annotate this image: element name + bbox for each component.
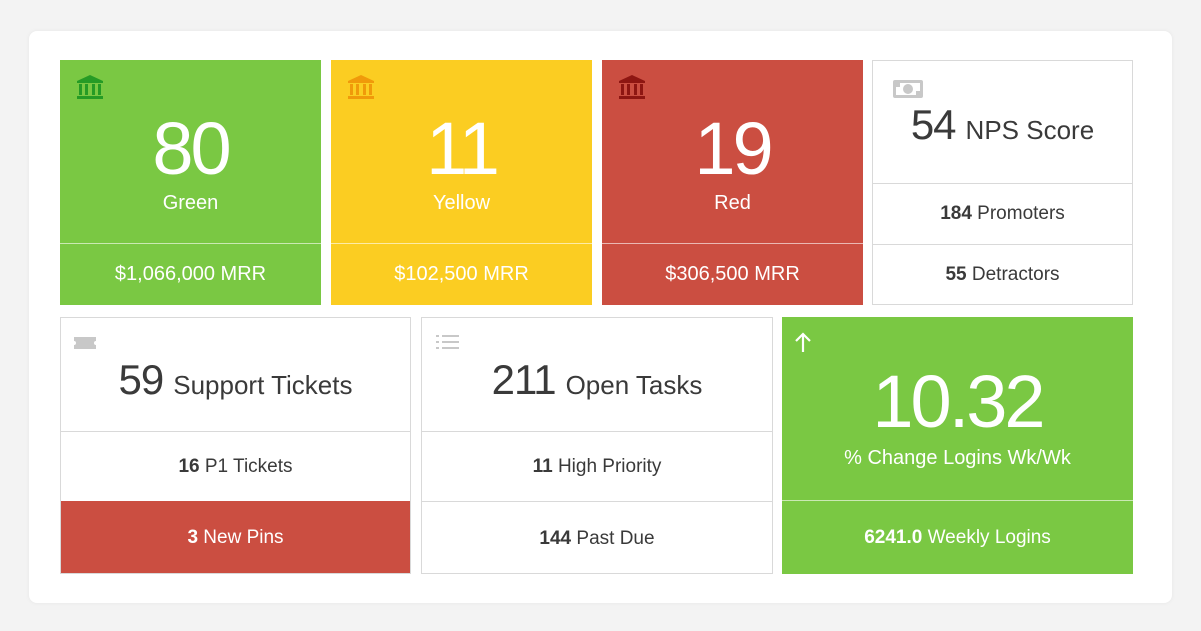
nps-detractors-value: 55 [945,264,967,285]
support-new-pins: 3 New Pins [187,527,283,549]
support-card[interactable]: 59 Support Tickets 16 P1 Tickets 3 New P… [60,317,411,574]
logins-change-label: % Change Logins Wk/Wk [844,447,1071,469]
health-red-count: 19 [694,107,773,190]
money-icon [893,80,923,98]
tasks-past-due: 144 Past Due [539,528,654,550]
bank-icon [77,75,103,99]
health-green-count: 80 [152,107,231,190]
health-green-mrr: $1,066,000 MRR [114,263,267,285]
support-p1-value: 16 [178,455,200,477]
tasks-past-label: Past Due [576,527,655,549]
tasks-card[interactable]: 211 Open Tasks 11 High Priority 144 Past… [421,317,773,574]
health-card-yellow[interactable]: 11 Yellow $102,500 MRR [331,60,592,305]
ticket-icon [74,337,96,349]
health-card-green[interactable]: 80 Green $1,066,000 MRR [60,60,321,305]
list-icon [436,335,459,349]
nps-detractors-label: Detractors [971,264,1060,285]
support-p1-label: P1 Tickets [204,455,293,477]
bank-icon [348,75,374,99]
health-yellow-count: 11 [426,107,500,190]
nps-score-label: NPS Score [965,115,1095,145]
nps-detractors: 55 Detractors [945,264,1059,286]
arrow-up-icon [795,332,811,352]
bank-icon [619,75,645,99]
nps-promoters: 184 Promoters [940,203,1065,225]
health-yellow-label: Yellow [432,192,491,214]
open-tasks-value: 211 [491,355,557,403]
support-pins-value: 3 [187,527,199,548]
health-yellow-mrr: $102,500 MRR [394,263,529,285]
logins-weekly: 6241.0 Weekly Logins [864,527,1051,549]
logins-card[interactable]: 10.32 % Change Logins Wk/Wk 6241.0 Weekl… [782,317,1133,574]
health-green-label: Green [162,192,219,214]
logins-weekly-value: 6241.0 [864,526,923,548]
logins-weekly-label: Weekly Logins [927,526,1051,548]
tasks-high-label: High Priority [557,455,662,477]
tasks-high-value: 11 [532,455,553,477]
health-red-label: Red [714,192,751,214]
open-tasks-label: Open Tasks [565,369,703,400]
tasks-high-priority: 11 High Priority [533,456,662,478]
support-pins-label: New Pins [203,527,284,548]
health-card-red[interactable]: 19 Red $306,500 MRR [602,60,863,305]
logins-change-value: 10.32 [872,360,1045,443]
nps-promoters-label: Promoters [977,203,1065,224]
nps-promoters-value: 184 [940,203,972,224]
support-new-pins-row[interactable]: 3 New Pins [61,501,410,573]
tasks-past-value: 144 [539,527,572,549]
health-red-mrr: $306,500 MRR [665,263,800,285]
nps-card[interactable]: 54 NPS Score 184 Promoters 55 Detractors [872,60,1133,305]
support-tickets-label: Support Tickets [173,369,353,400]
support-p1-tickets: 16 P1 Tickets [178,456,292,478]
support-tickets-value: 59 [118,355,165,403]
nps-score-value: 54 [910,101,957,148]
